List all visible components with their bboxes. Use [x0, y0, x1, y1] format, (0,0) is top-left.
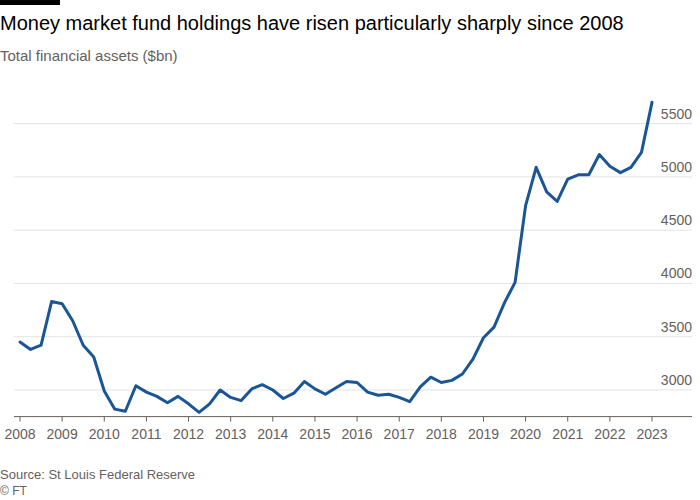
x-tick-label: 2015: [299, 426, 330, 442]
x-tick-label: 2014: [257, 426, 288, 442]
y-tick-label: 3000: [661, 372, 692, 388]
grid: [14, 124, 692, 390]
grid-line: [14, 230, 692, 231]
x-tick: [399, 417, 400, 422]
grid-line: [14, 389, 692, 390]
x-tick: [357, 417, 358, 422]
x-tick: [20, 417, 21, 422]
x-tick: [314, 417, 315, 422]
x-tick-label: 2009: [47, 426, 78, 442]
x-tick: [272, 417, 273, 422]
x-tick-label: 2011: [131, 426, 161, 442]
y-tick-label: 5500: [661, 106, 692, 122]
grid-line: [14, 336, 692, 337]
chart-container: Money market fund holdings have risen pa…: [0, 0, 700, 500]
grid-line: [14, 283, 692, 284]
x-tick: [62, 417, 63, 422]
x-tick: [230, 417, 231, 422]
x-tick-label: 2023: [636, 426, 667, 442]
grid-line: [14, 176, 692, 177]
x-tick-label: 2012: [173, 426, 204, 442]
x-axis-line: [14, 416, 692, 417]
x-tick-label: 2013: [215, 426, 246, 442]
x-tick: [146, 417, 147, 422]
x-tick-label: 2018: [426, 426, 457, 442]
x-tick: [441, 417, 442, 422]
x-tick-label: 2020: [510, 426, 541, 442]
credit: © FT: [0, 484, 28, 498]
x-tick: [652, 417, 653, 422]
data-line: [20, 102, 652, 412]
title: Money market fund holdings have risen pa…: [0, 12, 624, 34]
grid-line: [14, 123, 692, 124]
x-tick: [567, 417, 568, 422]
x-tick-label: 2017: [384, 426, 415, 442]
series-group: [20, 102, 652, 412]
x-tick-label: 2016: [341, 426, 372, 442]
x-tick: [483, 417, 484, 422]
subtitle: Total financial assets ($bn): [0, 47, 178, 64]
x-tick-label: 2019: [468, 426, 499, 442]
x-tick: [188, 417, 189, 422]
y-tick-label: 4500: [661, 212, 692, 228]
x-tick-label: 2008: [4, 426, 35, 442]
x-tick: [525, 417, 526, 422]
x-tick: [609, 417, 610, 422]
x-tick-label: 2022: [594, 426, 625, 442]
source: Source: St Louis Federal Reserve: [0, 467, 195, 482]
x-tick-label: 2021: [552, 426, 583, 442]
x-tick: [104, 417, 105, 422]
header-bar: [0, 0, 60, 5]
y-tick-label: 3500: [661, 319, 692, 335]
chart-svg: Money market fund holdings have risen pa…: [0, 0, 700, 500]
y-tick-label: 4000: [661, 265, 692, 281]
y-tick-label: 5000: [661, 159, 692, 175]
x-tick-label: 2010: [89, 426, 120, 442]
